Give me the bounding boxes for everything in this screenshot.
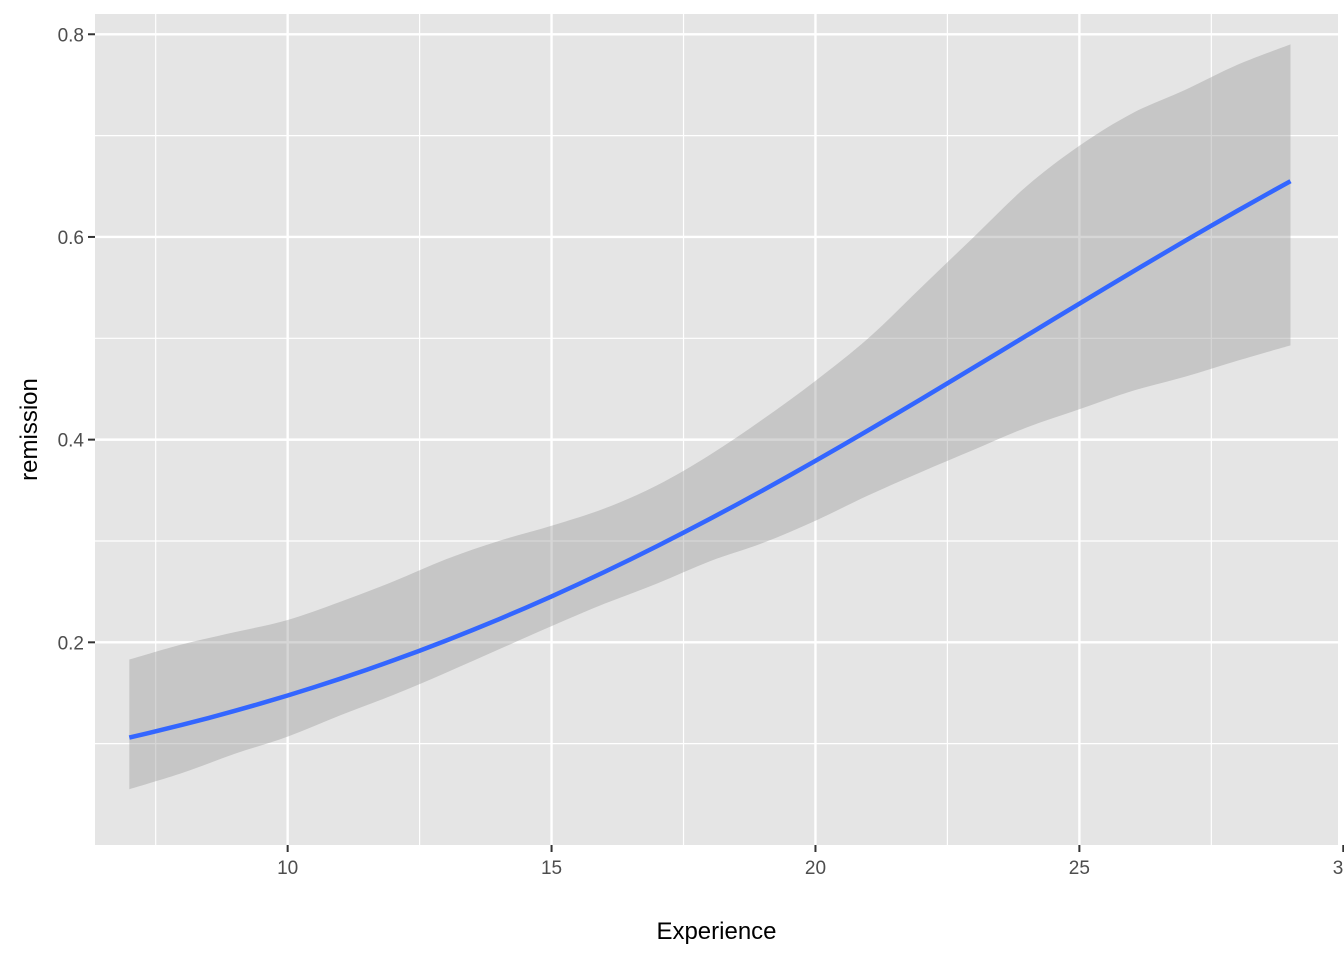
x-axis-title: Experience — [656, 918, 776, 945]
y-axis-ticks: 0.2 0.4 0.6 0.8 — [58, 25, 95, 654]
y-tick-label: 0.2 — [58, 633, 84, 654]
x-tick-label: 20 — [805, 858, 826, 879]
plot-panel — [95, 14, 1338, 845]
y-tick-label: 0.6 — [58, 228, 84, 249]
x-axis-ticks: 10 15 20 25 30 — [277, 845, 1344, 879]
y-axis-title: remission — [16, 378, 43, 481]
fitted-line — [128, 179, 1292, 740]
confidence-ribbon — [129, 44, 1291, 790]
y-tick-label: 0.8 — [58, 25, 84, 46]
x-tick-label: 10 — [277, 858, 298, 879]
x-tick-label: 25 — [1069, 858, 1090, 879]
major-gridlines — [95, 14, 1344, 845]
x-tick-label: 30 — [1333, 858, 1344, 879]
minor-gridlines — [95, 14, 1338, 845]
y-tick-label: 0.4 — [58, 431, 85, 452]
x-tick-label: 15 — [541, 858, 562, 879]
